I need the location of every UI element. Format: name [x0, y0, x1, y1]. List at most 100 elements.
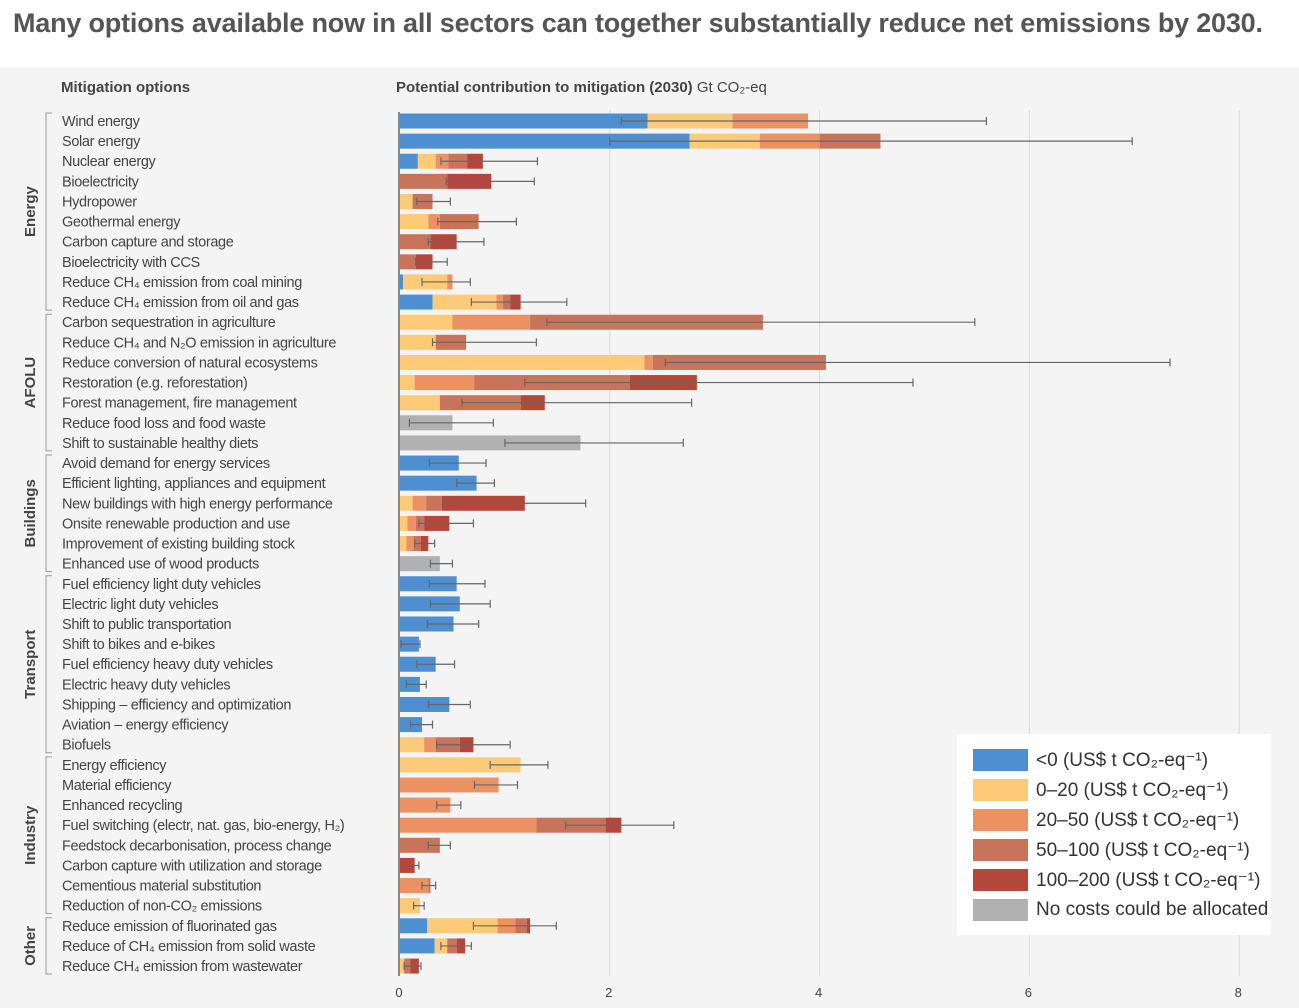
bar-segment — [428, 214, 440, 230]
legend-item: 50–100 (US$ t CO₂-eq⁻¹) — [973, 838, 1250, 862]
bar-segment — [400, 696, 450, 712]
legend-swatch — [973, 899, 1028, 921]
x-tick-label: 0 — [395, 985, 402, 1000]
bar-segment — [400, 938, 435, 954]
option-label: Shift to sustainable healthy diets — [62, 436, 258, 452]
option-label: Shift to public transportation — [62, 617, 232, 633]
bar-segment — [400, 797, 451, 813]
option-label: Restoration (e.g. reforestation) — [62, 376, 247, 392]
option-label: Cementious material substitution — [62, 879, 261, 895]
bar-segment — [400, 515, 408, 531]
option-label: Geothermal energy — [62, 215, 181, 231]
option-label: Nuclear energy — [62, 154, 157, 170]
x-tick-label: 8 — [1235, 985, 1242, 1000]
group-label: Other — [22, 926, 39, 966]
bar-segment — [400, 234, 431, 250]
option-label: Solar energy — [62, 134, 141, 150]
option-label: Fuel switching (electr, nat. gas, bio-en… — [62, 818, 344, 834]
bar-segment — [426, 495, 442, 511]
option-label: Reduction of non-CO₂ emissions — [62, 899, 262, 915]
bar-segment — [400, 475, 477, 491]
option-label: Shift to bikes and e-bikes — [62, 637, 215, 653]
options-column-header: Mitigation options — [61, 79, 191, 96]
option-label: Reduce CH₄ emission from coal mining — [62, 275, 302, 291]
bar-segment — [412, 495, 427, 511]
legend-swatch — [973, 869, 1028, 891]
legend-swatch — [973, 749, 1028, 771]
option-label: Avoid demand for energy services — [62, 456, 270, 472]
group-label: Buildings — [22, 479, 39, 547]
option-label: Carbon sequestration in agriculture — [62, 315, 276, 331]
legend: <0 (US$ t CO₂-eq⁻¹) 0–20 (US$ t CO₂-eq⁻¹)… — [957, 734, 1271, 935]
legend-swatch — [973, 779, 1028, 801]
bar-segment — [400, 395, 440, 411]
legend-item: 0–20 (US$ t CO₂-eq⁻¹) — [973, 778, 1229, 802]
option-label: Electric heavy duty vehicles — [62, 677, 230, 693]
bar-segment — [400, 113, 648, 129]
legend-label: No costs could be allocated — [1036, 899, 1269, 920]
option-label: Aviation – energy efficiency — [62, 718, 229, 734]
legend-swatch — [973, 809, 1028, 831]
bar-segment — [400, 898, 420, 914]
bar-segment — [400, 274, 404, 290]
bar-segment — [400, 294, 433, 310]
x-tick-label: 2 — [605, 985, 612, 1000]
legend-label: 50–100 (US$ t CO₂-eq⁻¹) — [1036, 839, 1250, 861]
legend-label: 0–20 (US$ t CO₂-eq⁻¹) — [1036, 779, 1229, 801]
option-label: Carbon capture with utilization and stor… — [62, 858, 322, 874]
bar-segment — [400, 918, 428, 934]
bar-segment — [400, 737, 425, 753]
bar-segment — [417, 153, 436, 169]
bar-segment — [400, 193, 413, 209]
option-label: Reduce food loss and food waste — [62, 416, 266, 432]
option-label: Fuel efficiency light duty vehicles — [62, 577, 261, 593]
option-label: Reduce CH₄ and N₂O emission in agricultu… — [62, 335, 336, 351]
bar-segment — [400, 153, 418, 169]
option-label: Feedstock decarbonisation, process chang… — [62, 838, 332, 854]
bar-segment — [400, 495, 413, 511]
group-bracket — [45, 313, 52, 452]
bar-segment — [400, 354, 645, 370]
legend-swatch — [973, 839, 1028, 861]
bar-segment — [400, 133, 690, 149]
option-label: Reduce conversion of natural ecosystems — [62, 355, 318, 371]
option-label: Improvement of existing building stock — [62, 537, 296, 553]
legend-label: <0 (US$ t CO₂-eq⁻¹) — [1036, 749, 1209, 771]
bar-segment — [400, 576, 457, 592]
option-label: Reduce CH₄ emission from wastewater — [62, 959, 303, 975]
x-tick-label: 6 — [1025, 985, 1032, 1000]
x-axis-header: Potential contribution to mitigation (20… — [396, 79, 767, 96]
bar-segment — [452, 314, 531, 330]
bar-segment — [400, 435, 581, 451]
bar-segment — [407, 515, 416, 531]
legend-label: 20–50 (US$ t CO₂-eq⁻¹) — [1036, 809, 1240, 831]
group-label: AFOLU — [22, 357, 39, 409]
bar-segment — [406, 536, 414, 552]
group-bracket — [45, 112, 52, 311]
option-label: Wind energy — [62, 114, 141, 130]
bar-segment — [400, 173, 448, 189]
option-label: Enhanced use of wood products — [62, 557, 259, 573]
bar-segment — [400, 837, 440, 853]
option-label: Reduce of CH₄ emission from solid waste — [62, 939, 316, 955]
group-label: Energy — [22, 185, 39, 237]
option-label: Efficient lighting, appliances and equip… — [62, 476, 326, 492]
group-bracket — [45, 454, 52, 573]
x-axis-unit: Gt CO₂-eq — [696, 79, 767, 96]
legend-label: 100–200 (US$ t CO₂-eq⁻¹) — [1036, 869, 1261, 891]
group-label: Transport — [22, 630, 39, 699]
bar-segment — [400, 214, 429, 230]
option-label: Carbon capture and storage — [62, 235, 234, 251]
group-bracket — [45, 575, 52, 754]
group-label: Industry — [22, 805, 39, 865]
bar-segment — [400, 958, 405, 974]
option-label: Hydropower — [62, 194, 137, 210]
group-bracket — [45, 756, 52, 915]
option-label: Material efficiency — [62, 778, 172, 794]
x-tick-label: 4 — [815, 985, 822, 1000]
option-label: Electric light duty vehicles — [62, 597, 218, 613]
option-label: Bioelectricity with CCS — [62, 255, 200, 271]
bar-segment — [400, 334, 436, 350]
bar-segment — [400, 878, 429, 894]
bar-segment — [432, 294, 497, 310]
